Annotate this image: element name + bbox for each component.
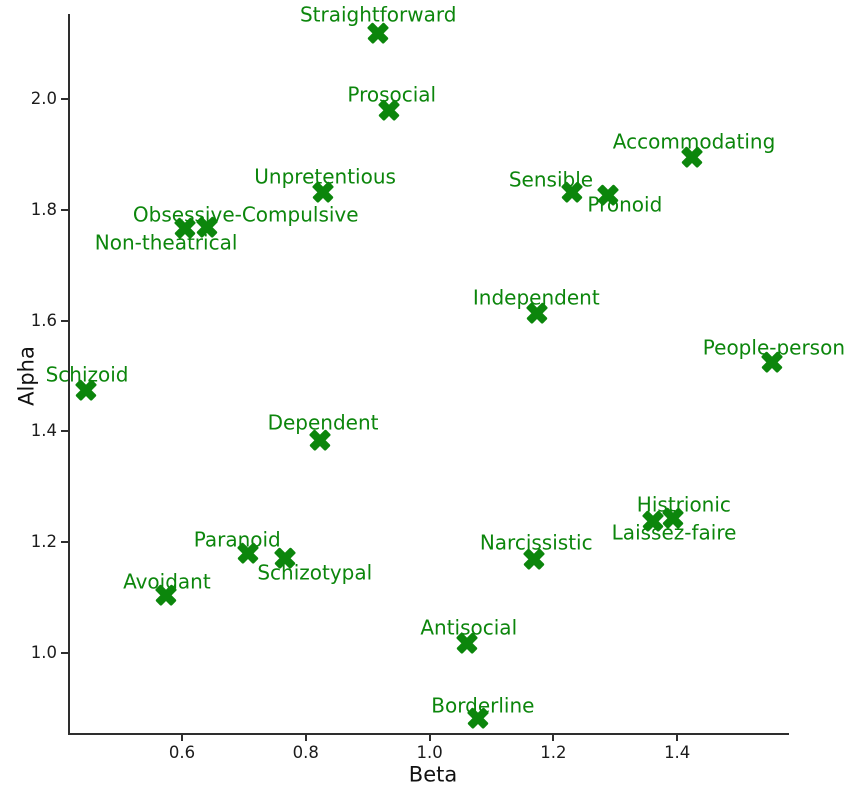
y-tick-mark: [61, 208, 68, 211]
data-point-label: Dependent: [267, 410, 379, 435]
data-point-label: Histrionic: [636, 492, 731, 517]
y-axis-line: [68, 14, 70, 735]
y-tick-label: 2.0: [30, 88, 57, 108]
data-point-label: Unpretentious: [254, 164, 396, 189]
data-point-label: Borderline: [431, 693, 535, 718]
x-tick-mark: [552, 734, 555, 741]
x-tick-mark: [304, 734, 307, 741]
x-axis-line: [68, 733, 789, 735]
x-tick-mark: [676, 734, 679, 741]
data-point-label: Non-theatrical: [94, 230, 238, 255]
data-point-label: Avoidant: [123, 569, 211, 594]
y-tick-label: 1.4: [30, 421, 57, 441]
x-tick-mark: [428, 734, 431, 741]
x-tick-label: 1.4: [664, 743, 691, 762]
y-tick-mark: [61, 98, 68, 100]
x-tick-label: 1.2: [540, 743, 567, 762]
data-point-label: Straightforward: [299, 2, 457, 27]
x-tick-label: 1.0: [416, 743, 443, 762]
x-tick-label: 0.6: [168, 743, 196, 762]
y-tick-label: 1.0: [30, 642, 57, 662]
y-tick-label: 1.6: [30, 310, 57, 330]
y-tick-mark: [61, 541, 68, 544]
y-tick-mark: [61, 319, 68, 322]
y-tick-mark: [61, 652, 68, 654]
data-point-label: Prosocial: [347, 82, 437, 107]
data-point-label: Obsessive-Compulsive: [132, 202, 359, 227]
data-point-label: Accommodating: [612, 129, 776, 154]
x-tick-mark: [181, 734, 183, 741]
data-point-label: Pronoid: [587, 192, 663, 217]
y-tick-label: 1.8: [30, 199, 57, 219]
data-point-label: Schizoid: [45, 362, 129, 387]
data-point-label: Narcissistic: [479, 530, 593, 555]
data-point-label: Antisocial: [420, 615, 518, 640]
data-point-label: Paranoid: [193, 527, 281, 552]
data-point-label: People-person: [702, 335, 846, 360]
y-tick-label: 1.2: [30, 531, 57, 551]
data-point-label: Independent: [472, 285, 600, 310]
data-point-label: Schizotypal: [257, 560, 373, 585]
y-axis-title: Alpha: [14, 346, 39, 406]
x-axis-title: Beta: [408, 762, 458, 787]
y-tick-mark: [61, 430, 68, 433]
x-tick-label: 0.8: [292, 743, 319, 762]
